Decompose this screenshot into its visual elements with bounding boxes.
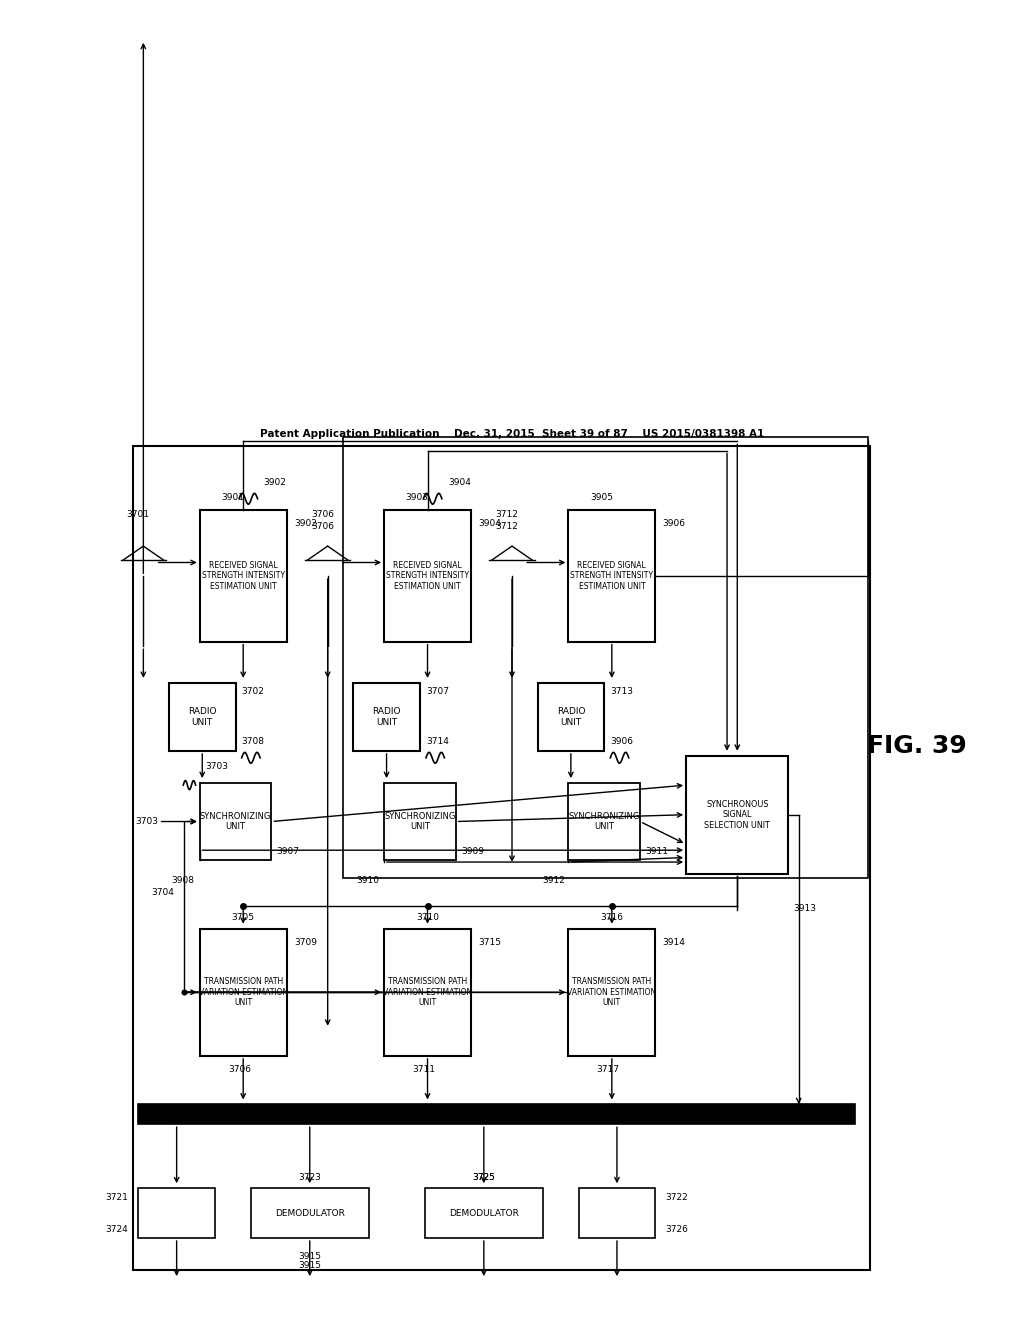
Text: 3901: 3901 — [221, 494, 245, 503]
Text: 3915: 3915 — [298, 1251, 322, 1261]
Text: 3903: 3903 — [406, 494, 429, 503]
Text: TRANSMISSION PATH
VARIATION ESTIMATION
UNIT: TRANSMISSION PATH VARIATION ESTIMATION U… — [383, 977, 472, 1007]
Text: 3717: 3717 — [596, 1065, 620, 1074]
Text: SYNCHRONIZING
UNIT: SYNCHRONIZING UNIT — [568, 812, 640, 832]
Text: 3914: 3914 — [663, 937, 685, 946]
Text: 3713: 3713 — [610, 688, 633, 696]
Text: TRANSMISSION PATH
VARIATION ESTIMATION
UNIT: TRANSMISSION PATH VARIATION ESTIMATION U… — [567, 977, 656, 1007]
Text: 3909: 3909 — [461, 846, 483, 855]
Text: 3703: 3703 — [205, 763, 227, 771]
Text: 3915: 3915 — [298, 1261, 322, 1270]
Text: 3709: 3709 — [294, 937, 316, 946]
Text: 3912: 3912 — [543, 875, 565, 884]
FancyBboxPatch shape — [200, 928, 287, 1056]
Text: 3706: 3706 — [311, 521, 334, 531]
Text: 3904: 3904 — [478, 519, 501, 528]
FancyBboxPatch shape — [169, 682, 236, 751]
Text: FIG. 39: FIG. 39 — [866, 734, 967, 759]
Text: 3723: 3723 — [298, 1172, 322, 1181]
FancyBboxPatch shape — [133, 446, 870, 1270]
Text: 3913: 3913 — [794, 904, 816, 913]
Text: 3906: 3906 — [663, 519, 685, 528]
Text: RECEIVED SIGNAL
STRENGTH INTENSITY
ESTIMATION UNIT: RECEIVED SIGNAL STRENGTH INTENSITY ESTIM… — [386, 561, 469, 590]
FancyBboxPatch shape — [568, 510, 655, 642]
Text: 3907: 3907 — [276, 846, 299, 855]
Text: 3906: 3906 — [610, 738, 633, 746]
FancyBboxPatch shape — [384, 783, 456, 861]
Text: DEMODULATOR: DEMODULATOR — [274, 1209, 345, 1217]
Text: 3707: 3707 — [426, 688, 449, 696]
FancyBboxPatch shape — [686, 755, 788, 874]
Text: 3712: 3712 — [496, 521, 518, 531]
Text: 3710: 3710 — [416, 913, 439, 923]
Text: RECEIVED SIGNAL
STRENGTH INTENSITY
ESTIMATION UNIT: RECEIVED SIGNAL STRENGTH INTENSITY ESTIM… — [570, 561, 653, 590]
FancyBboxPatch shape — [353, 682, 420, 751]
Text: 3705: 3705 — [231, 913, 255, 923]
FancyBboxPatch shape — [384, 510, 471, 642]
Text: 3725: 3725 — [472, 1172, 496, 1181]
Text: 3714: 3714 — [426, 738, 449, 746]
Text: 3712: 3712 — [496, 510, 518, 519]
Text: RADIO
UNIT: RADIO UNIT — [373, 708, 400, 726]
Text: TRANSMISSION PATH
VARIATION ESTIMATION
UNIT: TRANSMISSION PATH VARIATION ESTIMATION U… — [199, 977, 288, 1007]
FancyBboxPatch shape — [138, 1188, 215, 1238]
Text: RADIO
UNIT: RADIO UNIT — [188, 708, 216, 726]
Text: 3724: 3724 — [105, 1225, 128, 1233]
Text: 3725: 3725 — [472, 1172, 496, 1181]
Text: 3910: 3910 — [356, 875, 379, 884]
FancyBboxPatch shape — [568, 783, 640, 861]
FancyBboxPatch shape — [568, 928, 655, 1056]
Text: SYNCHRONIZING
UNIT: SYNCHRONIZING UNIT — [200, 812, 271, 832]
FancyBboxPatch shape — [200, 783, 271, 861]
Text: 3722: 3722 — [666, 1192, 688, 1201]
Text: 3703: 3703 — [136, 817, 159, 826]
Text: 3701: 3701 — [127, 510, 150, 519]
Text: 3706: 3706 — [228, 1065, 251, 1074]
Text: 3902: 3902 — [294, 519, 316, 528]
Text: 3706: 3706 — [311, 510, 334, 519]
Text: 3726: 3726 — [666, 1225, 688, 1233]
Text: SYNCHRONIZING
UNIT: SYNCHRONIZING UNIT — [384, 812, 456, 832]
FancyBboxPatch shape — [138, 1105, 855, 1125]
Text: 3716: 3716 — [600, 913, 624, 923]
Text: SYNCHRONOUS
SIGNAL
SELECTION UNIT: SYNCHRONOUS SIGNAL SELECTION UNIT — [705, 800, 770, 829]
Text: 3711: 3711 — [412, 1065, 435, 1074]
Text: RECEIVED SIGNAL
STRENGTH INTENSITY
ESTIMATION UNIT: RECEIVED SIGNAL STRENGTH INTENSITY ESTIM… — [202, 561, 285, 590]
FancyBboxPatch shape — [538, 682, 604, 751]
FancyBboxPatch shape — [425, 1188, 543, 1238]
Text: 3905: 3905 — [590, 494, 613, 503]
Text: 3911: 3911 — [645, 846, 668, 855]
Text: 3721: 3721 — [105, 1192, 128, 1201]
Text: 3702: 3702 — [242, 688, 264, 696]
Text: 3902: 3902 — [264, 478, 287, 487]
FancyBboxPatch shape — [200, 510, 287, 642]
Text: 3908: 3908 — [171, 875, 194, 884]
Text: 3715: 3715 — [478, 937, 501, 946]
Text: Patent Application Publication    Dec. 31, 2015  Sheet 39 of 87    US 2015/03813: Patent Application Publication Dec. 31, … — [260, 429, 764, 438]
Text: 3904: 3904 — [449, 478, 471, 487]
FancyBboxPatch shape — [384, 928, 471, 1056]
Text: DEMODULATOR: DEMODULATOR — [449, 1209, 519, 1217]
FancyBboxPatch shape — [579, 1188, 655, 1238]
Text: RADIO
UNIT: RADIO UNIT — [557, 708, 585, 726]
Text: 3704: 3704 — [152, 887, 174, 896]
FancyBboxPatch shape — [251, 1188, 369, 1238]
Text: 3708: 3708 — [242, 738, 264, 746]
